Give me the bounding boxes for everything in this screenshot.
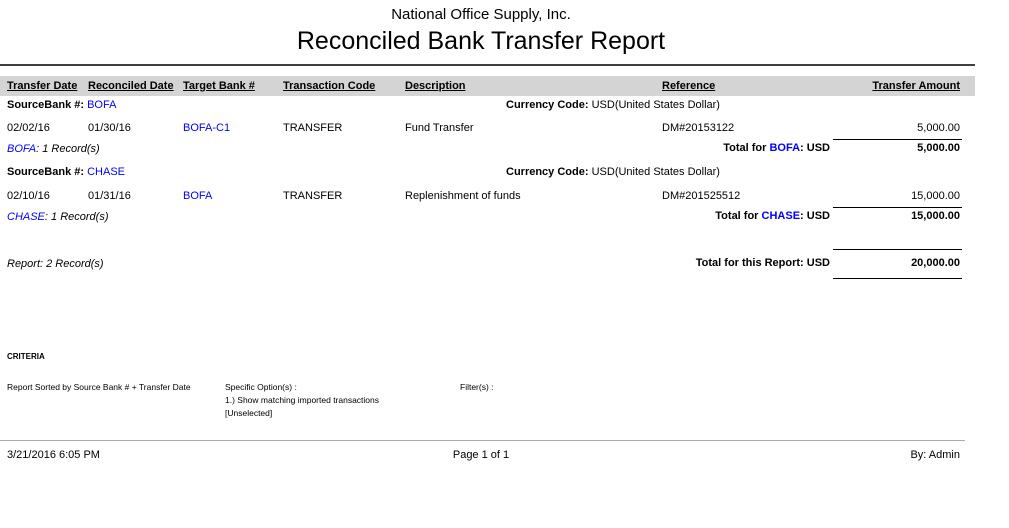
- currency-code-value: USD(United States Dollar): [591, 99, 720, 111]
- subtotal-rule: [833, 139, 962, 140]
- footer-datetime: 3/21/2016 6:05 PM: [7, 449, 100, 461]
- column-header-target-bank: Target Bank #: [183, 80, 255, 92]
- cell-transaction-code: TRANSFER: [283, 190, 343, 202]
- group-total-suffix: : USD: [800, 142, 830, 154]
- group-record-count-bank: CHASE: [7, 211, 45, 223]
- company-name: National Office Supply, Inc.: [391, 6, 571, 23]
- cell-reconciled-date: 01/31/16: [88, 190, 131, 202]
- column-header-transfer-amount: Transfer Amount: [872, 80, 960, 92]
- criteria-specific-option-state: [Unselected]: [225, 408, 273, 418]
- group-total-suffix: : USD: [800, 210, 830, 222]
- report-total-label: Total for this Report: USD: [695, 257, 830, 269]
- footer-page-number: Page 1 of 1: [452, 449, 510, 461]
- source-bank-link[interactable]: BOFA: [87, 99, 117, 111]
- report-total-rule-top: [833, 249, 962, 250]
- group-total-label: Total for CHASE: USD: [560, 210, 830, 222]
- column-header-description: Description: [405, 80, 466, 92]
- cell-transfer-date: 02/10/16: [7, 190, 50, 202]
- source-bank-group-header: SourceBank #: BOFA: [7, 99, 116, 111]
- column-header-transfer-date: Transfer Date: [7, 80, 78, 92]
- cell-transfer-amount: 5,000.00: [917, 122, 960, 134]
- currency-code-line: Currency Code: USD(United States Dollar): [506, 99, 720, 111]
- source-bank-label: SourceBank #:: [7, 99, 85, 111]
- group-record-count-bank: BOFA: [7, 143, 37, 155]
- cell-target-bank-link[interactable]: BOFA: [183, 190, 213, 202]
- column-header-band: [0, 76, 975, 96]
- group-total-amount: 15,000.00: [911, 210, 960, 222]
- group-total-bank: BOFA: [769, 142, 801, 154]
- group-record-count: CHASE: 1 Record(s): [7, 211, 108, 223]
- cell-transfer-date: 02/02/16: [7, 122, 50, 134]
- cell-description: Fund Transfer: [405, 122, 474, 134]
- report-record-count: Report: 2 Record(s): [7, 258, 104, 270]
- criteria-filters-label: Filter(s) :: [460, 382, 494, 392]
- criteria-specific-options-label: Specific Option(s) :: [225, 382, 297, 392]
- cell-reference: DM#201525512: [662, 190, 741, 202]
- header-divider: [0, 64, 975, 66]
- cell-transaction-code: TRANSFER: [283, 122, 343, 134]
- group-total-amount: 5,000.00: [917, 142, 960, 154]
- criteria-specific-options: Specific Option(s) : 1.) Show matching i…: [225, 381, 455, 420]
- criteria-specific-option: 1.) Show matching imported transactions: [225, 395, 380, 405]
- cell-description: Replenishment of funds: [405, 190, 521, 202]
- currency-code-value: USD(United States Dollar): [591, 166, 720, 178]
- column-header-reconciled-date: Reconciled Date: [88, 80, 174, 92]
- group-total-bank: CHASE: [761, 210, 801, 222]
- currency-code-line: Currency Code: USD(United States Dollar): [506, 166, 720, 178]
- group-total-label: Total for BOFA: USD: [560, 142, 830, 154]
- cell-reference: DM#20153122: [662, 122, 735, 134]
- column-header-transaction-code: Transaction Code: [283, 80, 376, 92]
- footer-divider: [0, 440, 965, 441]
- criteria-heading: CRITERIA: [7, 352, 45, 361]
- group-total-prefix: Total for: [715, 210, 759, 222]
- footer-printed-by: By: Admin: [910, 449, 960, 461]
- cell-transfer-amount: 15,000.00: [911, 190, 960, 202]
- column-header-reference: Reference: [662, 80, 716, 92]
- criteria-sort-description: Report Sorted by Source Bank # + Transfe…: [7, 382, 191, 392]
- group-record-count-text: : 1 Record(s): [44, 211, 109, 223]
- group-record-count: BOFA: 1 Record(s): [7, 143, 100, 155]
- source-bank-label: SourceBank #:: [7, 166, 85, 178]
- report-total-amount: 20,000.00: [911, 257, 960, 269]
- currency-code-label: Currency Code:: [506, 99, 589, 111]
- report-total-rule-bottom: [833, 278, 962, 279]
- source-bank-group-header: SourceBank #: CHASE: [7, 166, 125, 178]
- group-total-prefix: Total for: [723, 142, 767, 154]
- group-record-count-text: : 1 Record(s): [36, 143, 100, 155]
- currency-code-label: Currency Code:: [506, 166, 589, 178]
- cell-reconciled-date: 01/30/16: [88, 122, 131, 134]
- source-bank-link[interactable]: CHASE: [87, 166, 125, 178]
- report-title: Reconciled Bank Transfer Report: [296, 27, 666, 55]
- cell-target-bank-link[interactable]: BOFA-C1: [183, 122, 231, 134]
- subtotal-rule: [833, 207, 962, 208]
